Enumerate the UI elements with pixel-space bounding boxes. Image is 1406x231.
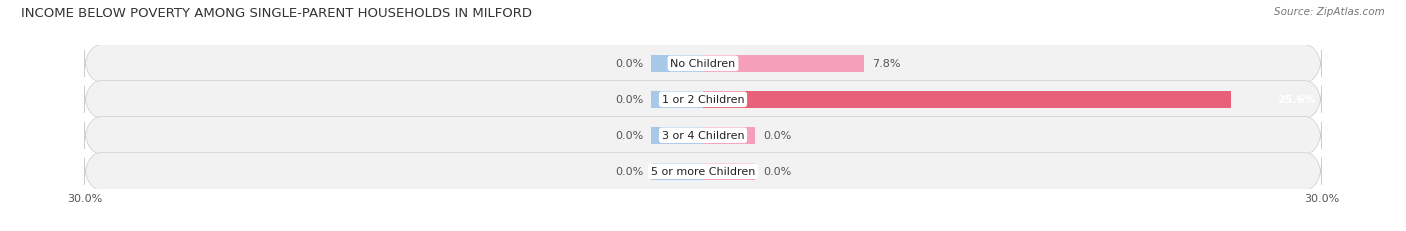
Bar — [651, 127, 703, 144]
FancyBboxPatch shape — [84, 153, 1322, 190]
Bar — [651, 91, 703, 108]
Bar — [703, 56, 863, 73]
Text: 0.0%: 0.0% — [614, 95, 643, 105]
Text: INCOME BELOW POVERTY AMONG SINGLE-PARENT HOUSEHOLDS IN MILFORD: INCOME BELOW POVERTY AMONG SINGLE-PARENT… — [21, 7, 531, 20]
FancyBboxPatch shape — [84, 45, 1322, 83]
Text: 0.0%: 0.0% — [763, 131, 792, 141]
Bar — [651, 56, 703, 73]
Bar — [703, 127, 755, 144]
Bar — [651, 163, 703, 180]
Text: 25.6%: 25.6% — [1277, 95, 1316, 105]
Text: 0.0%: 0.0% — [614, 131, 643, 141]
Text: 3 or 4 Children: 3 or 4 Children — [662, 131, 744, 141]
Text: 0.0%: 0.0% — [763, 167, 792, 176]
Text: 7.8%: 7.8% — [872, 59, 901, 69]
Text: No Children: No Children — [671, 59, 735, 69]
FancyBboxPatch shape — [84, 81, 1322, 119]
Text: 5 or more Children: 5 or more Children — [651, 167, 755, 176]
Text: Source: ZipAtlas.com: Source: ZipAtlas.com — [1274, 7, 1385, 17]
FancyBboxPatch shape — [84, 117, 1322, 155]
Text: 0.0%: 0.0% — [614, 59, 643, 69]
Bar — [703, 91, 1230, 108]
Bar — [703, 163, 755, 180]
Text: 0.0%: 0.0% — [614, 167, 643, 176]
Text: 1 or 2 Children: 1 or 2 Children — [662, 95, 744, 105]
